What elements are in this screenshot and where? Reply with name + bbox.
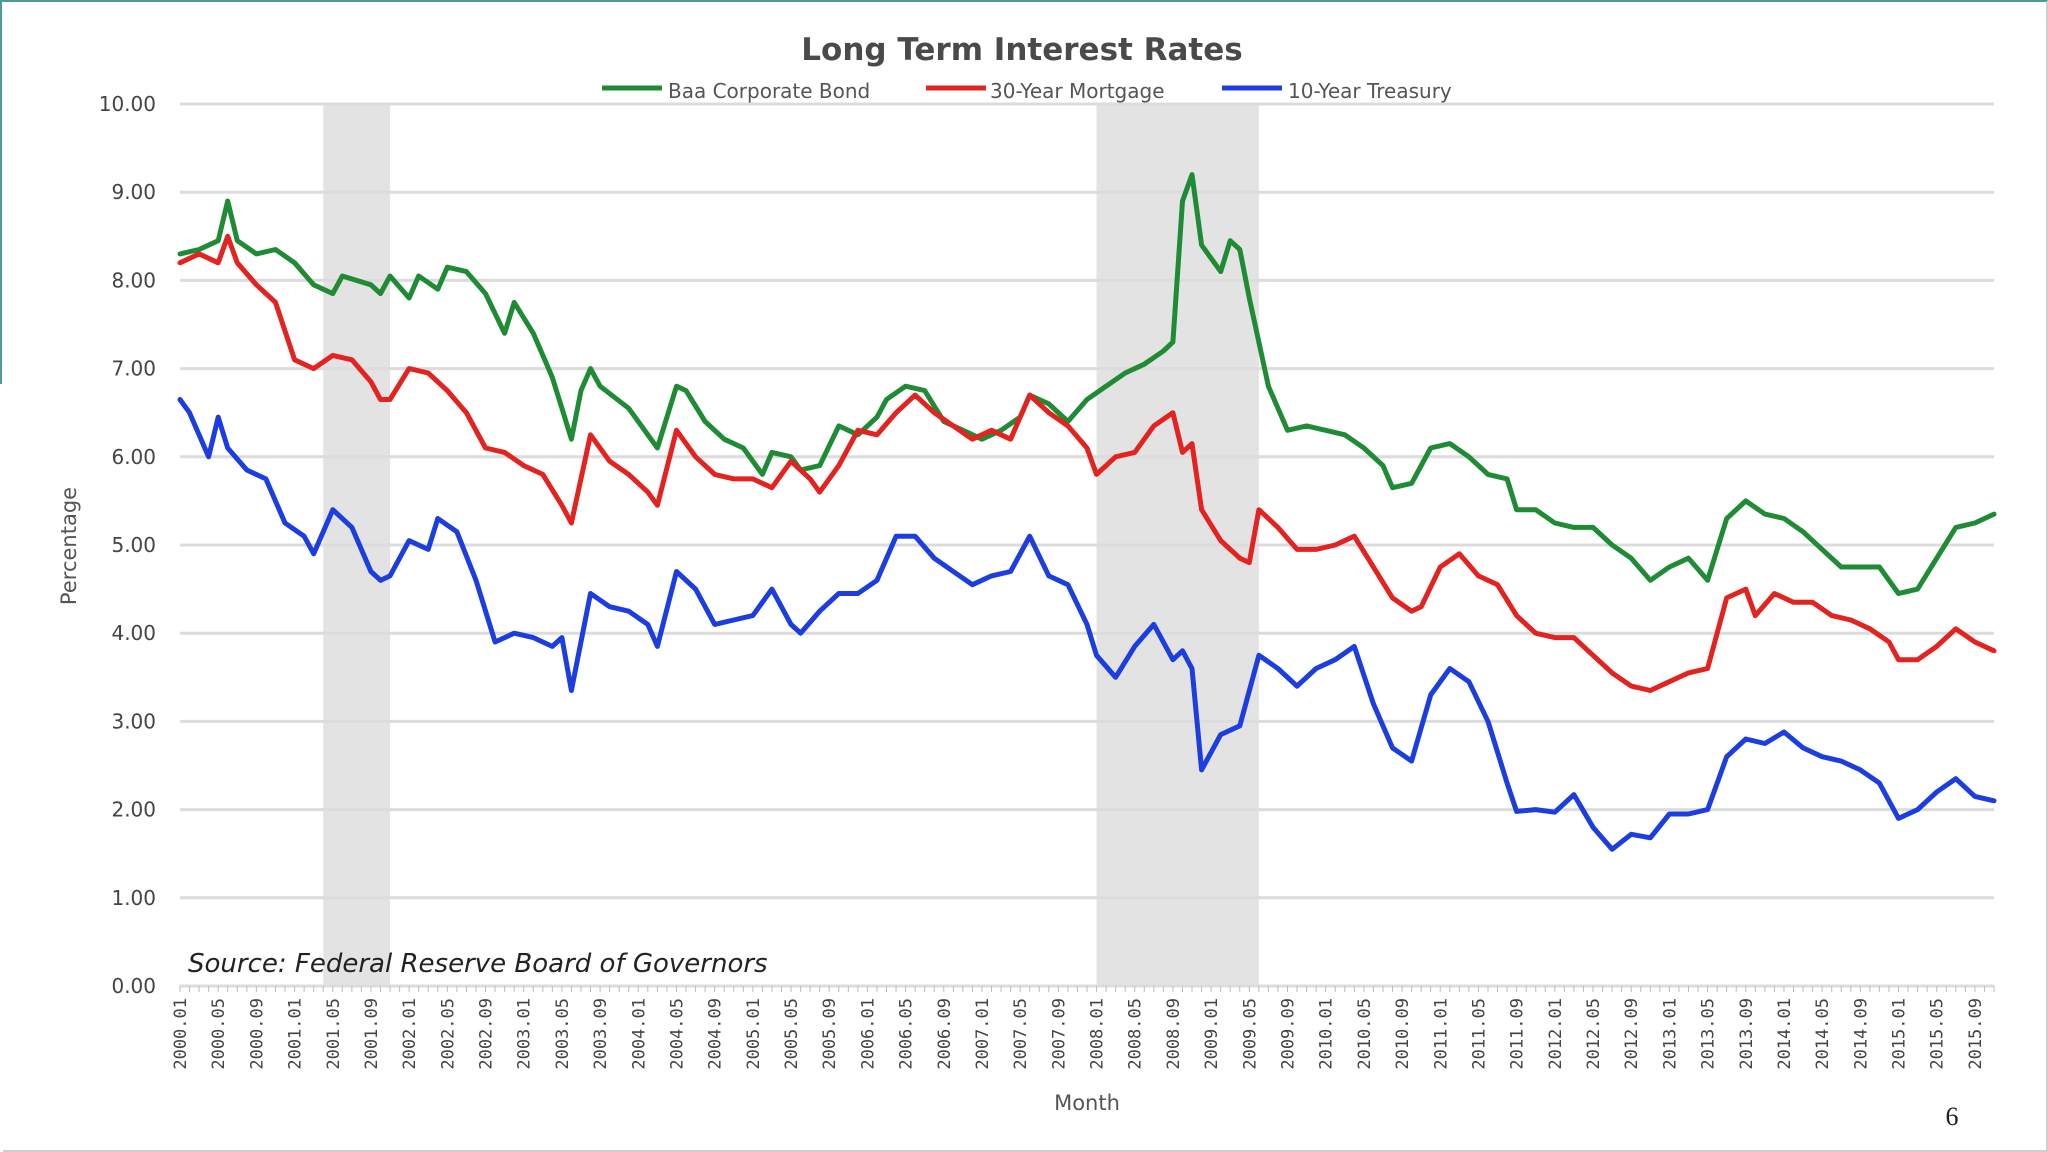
y-tick-label: 5.00 — [111, 533, 156, 557]
x-tick-label: 2001.09 — [362, 998, 382, 1070]
x-tick-label: 2007.01 — [973, 998, 993, 1070]
x-tick-label: 2015.09 — [1966, 998, 1986, 1070]
x-tick-label: 2001.05 — [324, 998, 344, 1070]
y-tick-label: 3.00 — [111, 709, 156, 733]
x-tick-label: 2007.05 — [1011, 998, 1031, 1070]
page-number: 6 — [1945, 1102, 1959, 1131]
x-tick-label: 2010.05 — [1355, 998, 1375, 1070]
x-tick-label: 2004.05 — [667, 998, 687, 1070]
x-tick-label: 2006.05 — [897, 998, 917, 1070]
legend: Baa Corporate Bond 30-Year Mortgage 10-Y… — [602, 79, 1452, 103]
x-tick-label: 2014.05 — [1813, 998, 1833, 1070]
x-tick-label: 2006.01 — [858, 998, 878, 1070]
y-tick-label: 1.00 — [111, 886, 156, 910]
x-tick-label: 2002.09 — [477, 998, 497, 1070]
legend-label-baa: Baa Corporate Bond — [668, 79, 870, 103]
y-axis-ticks: 0.00 1.00 2.00 3.00 4.00 5.00 6.00 7.00 8.00 9.00… — [99, 92, 156, 998]
x-tick-label: 2005.09 — [820, 998, 840, 1070]
y-tick-label: 4.00 — [111, 621, 156, 645]
x-tick-label: 2001.01 — [286, 998, 306, 1070]
x-tick-label: 2011.05 — [1469, 998, 1489, 1070]
x-tick-label: 2000.09 — [247, 998, 267, 1070]
grid-lines — [180, 102, 1994, 988]
x-tick-label: 2009.05 — [1240, 998, 1260, 1070]
x-tick-label: 2000.05 — [209, 998, 229, 1070]
x-tick-label: 2003.01 — [515, 998, 535, 1070]
chart-title: Long Term Interest Rates — [801, 32, 1242, 68]
series-line-treasury — [177, 397, 1997, 852]
x-tick-label: 2014.09 — [1851, 998, 1871, 1070]
x-tick-label: 2010.09 — [1393, 998, 1413, 1070]
x-tick-label: 2013.09 — [1737, 998, 1757, 1070]
x-tick-label: 2005.01 — [744, 998, 764, 1070]
legend-label-treasury: 10-Year Treasury — [1288, 79, 1452, 103]
x-tick-label: 2007.09 — [1049, 998, 1069, 1070]
y-tick-label: 9.00 — [111, 180, 156, 204]
x-tick-label: 2002.05 — [438, 998, 458, 1070]
slide-frame-cut — [0, 384, 3, 1152]
y-tick-label: 6.00 — [111, 445, 156, 469]
series-lines — [177, 172, 1997, 852]
x-tick-label: 2005.05 — [782, 998, 802, 1070]
y-tick-label: 2.00 — [111, 798, 156, 822]
x-axis-ticks: 2000.01 2000.05 2000.09 2001.01 2001.05 2001.… — [171, 986, 1995, 1070]
x-tick-label: 2009.01 — [1202, 998, 1222, 1070]
x-tick-label: 2008.05 — [1126, 998, 1146, 1070]
y-tick-label: 7.00 — [111, 357, 156, 381]
x-tick-label: 2002.01 — [400, 998, 420, 1070]
x-tick-label: 2014.01 — [1775, 998, 1795, 1070]
x-tick-label: 2006.09 — [935, 998, 955, 1070]
x-tick-label: 2011.01 — [1431, 998, 1451, 1070]
x-tick-label: 2008.01 — [1088, 998, 1108, 1070]
x-tick-label: 2004.01 — [629, 998, 649, 1070]
x-tick-label: 2003.09 — [591, 998, 611, 1070]
x-tick-label: 2008.09 — [1164, 998, 1184, 1070]
x-tick-label: 2004.09 — [706, 998, 726, 1070]
source-annotation: Source: Federal Reserve Board of Governo… — [188, 949, 768, 979]
x-tick-label: 2012.01 — [1546, 998, 1566, 1070]
series-line-baa — [177, 172, 1997, 596]
x-tick-label: 2010.01 — [1317, 998, 1337, 1070]
y-axis-label: Percentage — [57, 487, 81, 605]
x-tick-label: 2011.09 — [1508, 998, 1528, 1070]
y-tick-label: 10.00 — [99, 92, 156, 116]
x-tick-label: 2012.05 — [1584, 998, 1604, 1070]
x-tick-label: 2012.09 — [1622, 998, 1642, 1070]
legend-label-mortgage: 30-Year Mortgage — [990, 79, 1165, 103]
y-tick-label: 0.00 — [111, 974, 156, 998]
x-tick-label: 2015.05 — [1928, 998, 1948, 1070]
x-axis-label: Month — [1054, 1091, 1120, 1115]
series-line-mortgage — [177, 233, 1997, 693]
x-tick-label: 2013.01 — [1660, 998, 1680, 1070]
x-tick-label: 2003.05 — [553, 998, 573, 1070]
x-tick-label: 2009.09 — [1278, 998, 1298, 1070]
x-tick-label: 2000.01 — [171, 998, 191, 1070]
x-tick-label: 2013.05 — [1699, 998, 1719, 1070]
x-tick-label: 2015.01 — [1890, 998, 1910, 1070]
y-tick-label: 8.00 — [111, 268, 156, 292]
